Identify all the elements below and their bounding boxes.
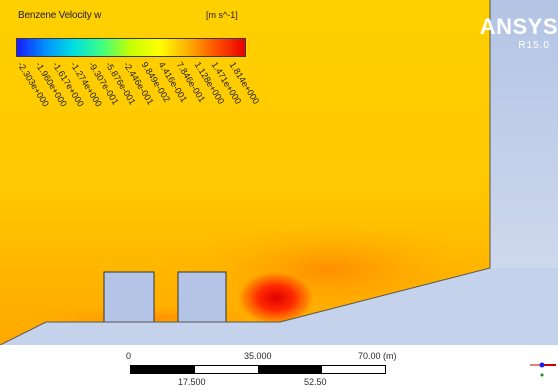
contour-plot (0, 0, 558, 345)
scale-bar (130, 365, 386, 374)
domain-outline (0, 0, 491, 345)
floor-solid (0, 268, 558, 345)
hot-spot (236, 270, 316, 326)
legend-tick-labels: -2.303e+000 -1.960e+000 -1.617e+000 -1.274e… (0, 0, 300, 160)
legend-title: Benzene Velocity w (18, 10, 102, 21)
obstacle-right (177, 271, 227, 323)
scale-label-70: 70.00 (m) (358, 351, 397, 361)
scale-label-52: 52.50 (304, 377, 327, 387)
scale-seg-1 (131, 366, 195, 373)
obstacle-left (103, 271, 155, 323)
scale-seg-3 (258, 366, 322, 373)
scale-label-0: 0 (126, 351, 132, 361)
graphics-viewport[interactable]: Benzene Velocity w [m s^-1] -2.303e+000-… (0, 0, 558, 345)
legend-units: [m s^-1] (206, 10, 238, 20)
ansys-version: R15.0 (518, 40, 550, 51)
scale-seg-2 (194, 366, 258, 373)
legend-color-bar (16, 38, 246, 57)
scale-bar-area: 0 35.000 70.00 (m) 17.500 52.50 (0, 345, 558, 392)
axis-triad-icon[interactable] (520, 353, 558, 383)
scale-seg-4 (321, 366, 385, 373)
scale-label-17: 17.500 (178, 377, 206, 387)
scale-label-35: 35.000 (244, 351, 272, 361)
ansys-logo: ANSYS (479, 14, 558, 39)
